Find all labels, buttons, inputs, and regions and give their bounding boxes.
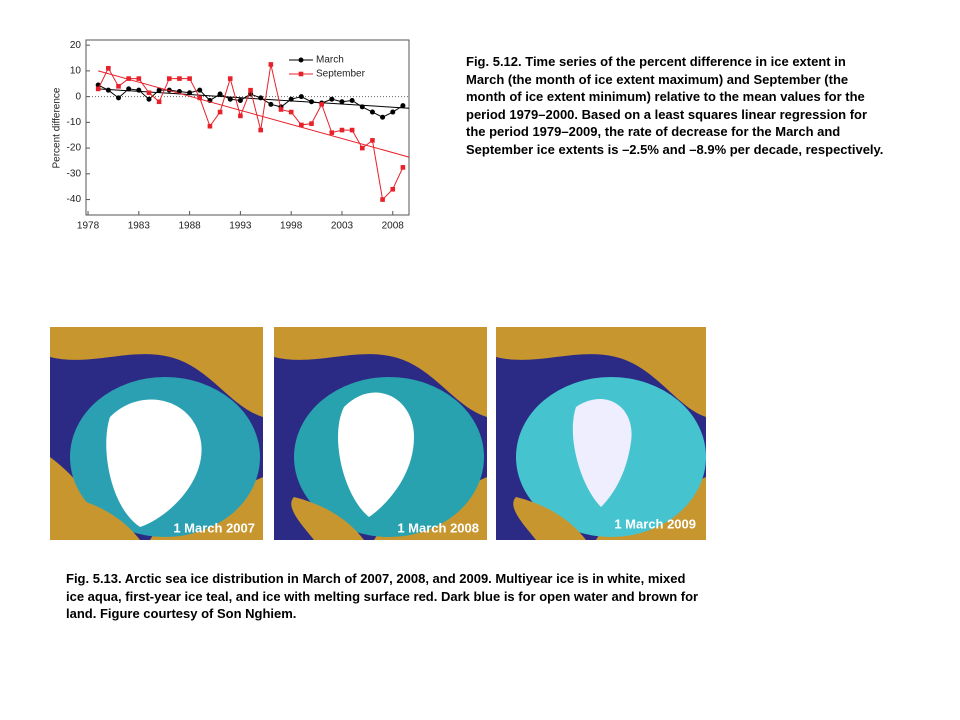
map: 1 March 2007 bbox=[50, 327, 263, 540]
marker bbox=[238, 113, 243, 119]
marker bbox=[136, 76, 142, 81]
map-label: 1 March 2007 bbox=[173, 520, 255, 535]
y-tick-label: -30 bbox=[67, 168, 82, 179]
marker bbox=[227, 96, 233, 102]
marker bbox=[156, 99, 162, 105]
maps: 1 March 2007 1 March 2008 1 March 2009 bbox=[50, 327, 706, 540]
trend-line bbox=[98, 70, 410, 158]
marker bbox=[207, 123, 213, 129]
marker bbox=[227, 76, 233, 81]
marker bbox=[288, 96, 294, 102]
marker bbox=[146, 90, 152, 96]
map: 1 March 2009 bbox=[496, 327, 706, 540]
marker bbox=[278, 107, 284, 112]
marker bbox=[217, 91, 223, 97]
marker bbox=[359, 104, 365, 110]
marker bbox=[268, 101, 274, 107]
marker bbox=[146, 96, 152, 102]
marker bbox=[156, 87, 162, 93]
marker bbox=[136, 87, 142, 93]
caption: Fig. 5.13. Arctic sea ice distribution i… bbox=[66, 571, 699, 621]
y-tick-label: -40 bbox=[67, 194, 82, 205]
marker bbox=[349, 97, 355, 103]
y-tick-label: 10 bbox=[70, 66, 82, 77]
y-axis-label: Percent difference bbox=[52, 87, 63, 168]
marker bbox=[116, 95, 122, 101]
marker bbox=[370, 138, 375, 143]
marker bbox=[126, 86, 132, 92]
marker bbox=[299, 122, 304, 128]
marker bbox=[237, 97, 243, 103]
marker bbox=[177, 76, 182, 81]
marker bbox=[126, 76, 131, 81]
marker bbox=[329, 130, 335, 135]
x-tick-label: 2003 bbox=[331, 221, 354, 232]
x-tick-label: 1983 bbox=[128, 221, 151, 232]
marker bbox=[105, 87, 111, 93]
map-label: 1 March 2009 bbox=[614, 516, 696, 531]
legend-label: March bbox=[316, 55, 344, 66]
marker bbox=[187, 76, 192, 81]
marker bbox=[197, 87, 203, 93]
x-tick-label: 1978 bbox=[77, 221, 100, 232]
marker bbox=[400, 165, 406, 170]
marker bbox=[116, 84, 121, 89]
y-tick-label: 0 bbox=[75, 91, 81, 102]
x-tick-label: 2008 bbox=[382, 221, 405, 232]
map: 1 March 2008 bbox=[274, 327, 487, 540]
marker bbox=[319, 102, 324, 107]
marker bbox=[349, 127, 355, 133]
marker bbox=[298, 94, 304, 100]
x-tick-label: 1988 bbox=[178, 221, 201, 232]
marker bbox=[329, 96, 335, 102]
x-tick-label: 1993 bbox=[229, 221, 252, 232]
map-label: 1 March 2008 bbox=[397, 520, 479, 535]
marker bbox=[400, 103, 406, 109]
marker bbox=[339, 127, 345, 133]
marker bbox=[258, 127, 264, 133]
marker bbox=[309, 121, 314, 126]
marker bbox=[390, 186, 396, 192]
legend-marker bbox=[298, 57, 304, 63]
marker bbox=[95, 86, 101, 92]
marker bbox=[187, 90, 193, 96]
marker bbox=[369, 109, 375, 115]
legend-marker bbox=[298, 71, 304, 77]
marker bbox=[106, 66, 111, 71]
marker bbox=[308, 99, 314, 105]
y-tick-label: -20 bbox=[67, 143, 82, 154]
marker bbox=[390, 109, 396, 115]
y-tick-label: -10 bbox=[67, 117, 82, 128]
marker bbox=[380, 114, 386, 120]
marker bbox=[288, 109, 294, 115]
marker bbox=[248, 87, 253, 93]
legend-label: September bbox=[316, 69, 366, 80]
marker bbox=[166, 76, 172, 81]
plot-frame bbox=[85, 39, 410, 216]
marker bbox=[339, 99, 345, 105]
x-tick-label: 1998 bbox=[280, 221, 303, 232]
marker bbox=[268, 62, 274, 67]
marker bbox=[197, 95, 203, 101]
marker bbox=[258, 95, 264, 101]
series-line bbox=[97, 64, 404, 201]
marker bbox=[359, 145, 365, 151]
caption: Fig. 5.12. Time series of the percent di… bbox=[466, 54, 884, 157]
marker bbox=[217, 109, 223, 115]
marker bbox=[380, 197, 385, 202]
y-tick-label: 20 bbox=[70, 40, 82, 51]
